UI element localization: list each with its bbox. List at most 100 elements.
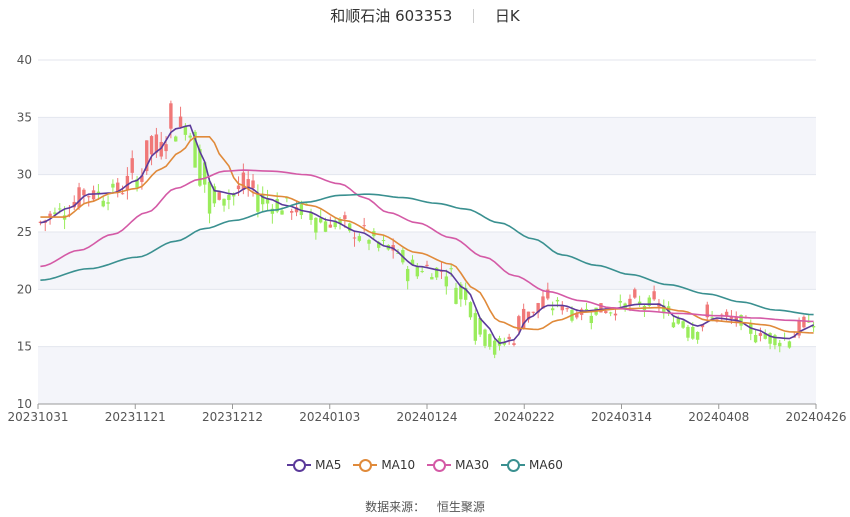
period-label: 日K (494, 7, 520, 25)
candle-body (739, 315, 743, 326)
legend-item-ma10[interactable]: MA10 (353, 458, 415, 472)
candle-body (294, 207, 299, 213)
candle-body (430, 276, 434, 280)
candle-body (768, 333, 772, 344)
candle-body (608, 312, 613, 314)
candle-body (207, 181, 212, 214)
legend-item-ma30[interactable]: MA30 (427, 458, 489, 472)
chart-legend: MA5 MA10 MA30 MA60 (0, 458, 850, 475)
x-tick-label: 20231212 (202, 410, 263, 424)
candle-body (734, 316, 738, 322)
candle-body (410, 259, 415, 265)
candle-body (599, 303, 603, 313)
candle-body (362, 225, 366, 227)
stock-name: 和顺石油 (330, 7, 391, 25)
candle-body (241, 172, 246, 190)
candle-body (357, 236, 362, 241)
candle-body (541, 296, 545, 309)
candle-body (188, 135, 192, 138)
candle-body (275, 199, 279, 212)
candle-body (488, 334, 492, 347)
candle-body (526, 311, 531, 320)
candle-body (691, 326, 695, 339)
candle-body (628, 298, 632, 306)
legend-marker (353, 458, 378, 472)
candle-body (236, 185, 241, 190)
candle-body (116, 182, 120, 193)
candle-body (96, 191, 101, 194)
candle-body (763, 333, 767, 339)
candle-body (270, 208, 275, 214)
candle-body (169, 103, 173, 129)
candle-body (700, 324, 705, 328)
y-tick-label: 10 (17, 397, 32, 411)
candle-body (797, 319, 801, 336)
x-tick-label: 20240426 (785, 410, 846, 424)
candle-body (671, 322, 676, 328)
candle-body (584, 309, 589, 311)
ma60-line (40, 193, 814, 316)
x-tick-label: 20231121 (105, 410, 166, 424)
candle-body (212, 186, 217, 204)
candle-body (164, 144, 168, 152)
legend-item-ma5[interactable]: MA5 (287, 458, 341, 472)
legend-label: MA30 (455, 458, 490, 472)
legend-item-ma60[interactable]: MA60 (501, 458, 563, 472)
candle-body (381, 240, 386, 242)
candle-body (222, 198, 226, 206)
y-tick-label: 25 (17, 225, 32, 239)
ma30-line (40, 169, 814, 323)
candle-body (778, 342, 782, 347)
candle-body (328, 224, 333, 228)
candle-body (550, 308, 555, 311)
candle-body (415, 267, 420, 277)
candle-body (323, 221, 328, 232)
candle-body (589, 315, 593, 324)
candle-body (425, 264, 429, 267)
candle-body (604, 311, 608, 314)
candle-body (729, 316, 734, 319)
candle-body (91, 190, 96, 200)
candle-body (811, 326, 816, 328)
stock-code: 603353 (395, 7, 453, 25)
candle-body (111, 183, 115, 188)
y-tick-label: 40 (17, 53, 32, 67)
candle-body (512, 343, 516, 345)
legend-label: MA60 (529, 458, 563, 472)
legend-label: MA10 (381, 458, 416, 472)
candle-body (198, 148, 202, 186)
legend-marker (501, 458, 526, 472)
data-source: 数据来源： 恒生聚源 (0, 498, 850, 515)
x-tick-label: 20240103 (299, 410, 360, 424)
candle-body (314, 217, 318, 233)
candle-body (217, 192, 221, 200)
candle-body (246, 179, 250, 188)
candle-body (647, 297, 651, 306)
candle-body (637, 301, 642, 305)
title-separator (473, 9, 475, 23)
x-tick-label: 20240124 (396, 410, 457, 424)
source-label: 数据来源： (365, 500, 426, 514)
candle-body (502, 342, 507, 345)
candle-body (492, 340, 497, 355)
candle-body (120, 193, 125, 195)
grid-band (38, 232, 816, 290)
candle-body (468, 302, 473, 318)
candle-body (473, 313, 478, 341)
candle-body (130, 158, 134, 173)
candle-body (159, 141, 163, 157)
candle-body (405, 268, 410, 282)
candle-body (521, 308, 526, 330)
candle-body (135, 179, 139, 188)
candle-body (695, 331, 700, 340)
candle-body (77, 187, 81, 208)
candle-body (309, 212, 313, 220)
x-tick-label: 20240314 (591, 410, 652, 424)
candle-body (58, 208, 62, 210)
ma10-line (40, 136, 814, 334)
candle-body (232, 193, 236, 197)
x-tick-label: 20240408 (688, 410, 749, 424)
candle-body (333, 220, 337, 228)
